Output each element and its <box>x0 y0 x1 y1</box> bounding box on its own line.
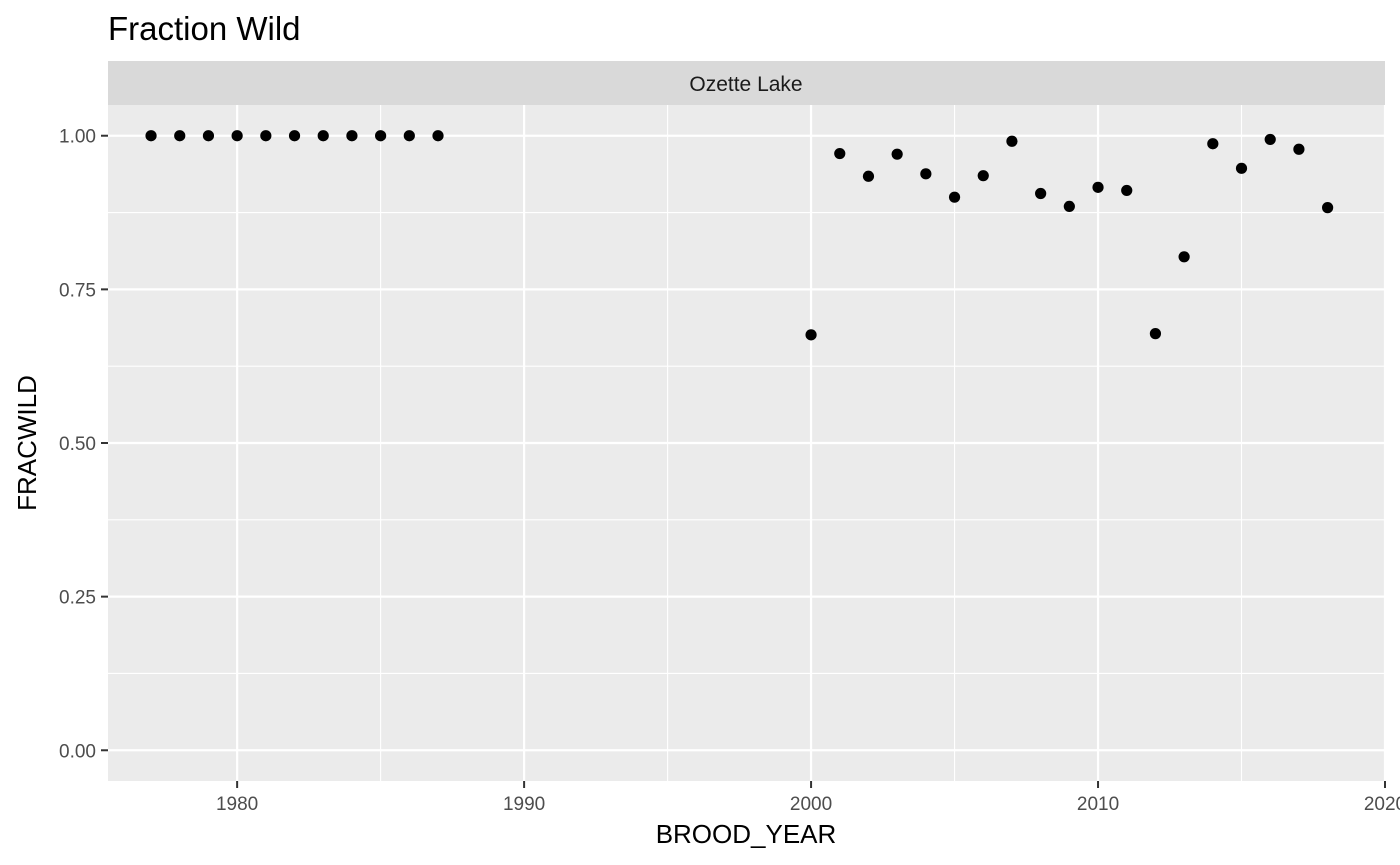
data-point <box>1035 187 1047 200</box>
y-tick-label: 0.75 <box>59 280 96 301</box>
minor-gridlines <box>108 105 1385 781</box>
y-tick-label: 0.25 <box>59 588 96 609</box>
data-point <box>834 147 846 160</box>
x-axis-title: BROOD_YEAR <box>656 819 837 849</box>
data-points <box>145 130 1334 341</box>
data-point <box>145 130 157 142</box>
data-point <box>1149 328 1162 340</box>
y-tick-label: 0.00 <box>59 741 96 762</box>
data-point <box>1293 143 1305 155</box>
x-tick-label: 1990 <box>503 794 545 815</box>
data-point <box>288 130 301 142</box>
data-point <box>1178 251 1190 263</box>
data-point <box>1207 138 1219 150</box>
x-tick-label: 1980 <box>216 794 258 815</box>
data-point <box>891 148 903 160</box>
data-point <box>1264 133 1276 146</box>
data-point <box>977 170 989 182</box>
facet-label: Ozette Lake <box>689 73 802 96</box>
data-point <box>202 130 215 142</box>
y-tick-label: 1.00 <box>59 127 96 148</box>
data-point <box>1092 181 1104 193</box>
y-axis-title: FRACWILD <box>12 375 42 511</box>
data-point <box>346 130 358 142</box>
data-point <box>403 130 415 142</box>
facet-strip <box>108 61 1385 105</box>
data-point <box>260 130 272 142</box>
data-point <box>862 170 875 182</box>
x-tick-label: 2010 <box>1077 794 1119 815</box>
data-point <box>174 130 186 142</box>
data-point <box>805 329 817 341</box>
y-axis: 0.00 0.25 0.50 0.75 1.00 <box>59 127 108 762</box>
data-point <box>1121 184 1133 197</box>
data-point <box>317 130 329 142</box>
data-point <box>231 130 243 142</box>
data-point <box>1322 202 1334 214</box>
y-tick-label: 0.50 <box>59 434 96 455</box>
data-point <box>1235 162 1248 174</box>
data-point <box>948 191 961 203</box>
data-point <box>1006 135 1018 147</box>
data-point <box>1063 200 1075 212</box>
x-tick-label: 2020 <box>1364 794 1400 815</box>
data-point <box>432 130 444 142</box>
data-point <box>375 130 387 142</box>
x-tick-label: 2000 <box>790 794 832 815</box>
data-point <box>920 168 932 180</box>
x-axis: 1980 1990 2000 2010 2020 <box>216 781 1400 815</box>
chart-title: Fraction Wild <box>108 10 301 47</box>
